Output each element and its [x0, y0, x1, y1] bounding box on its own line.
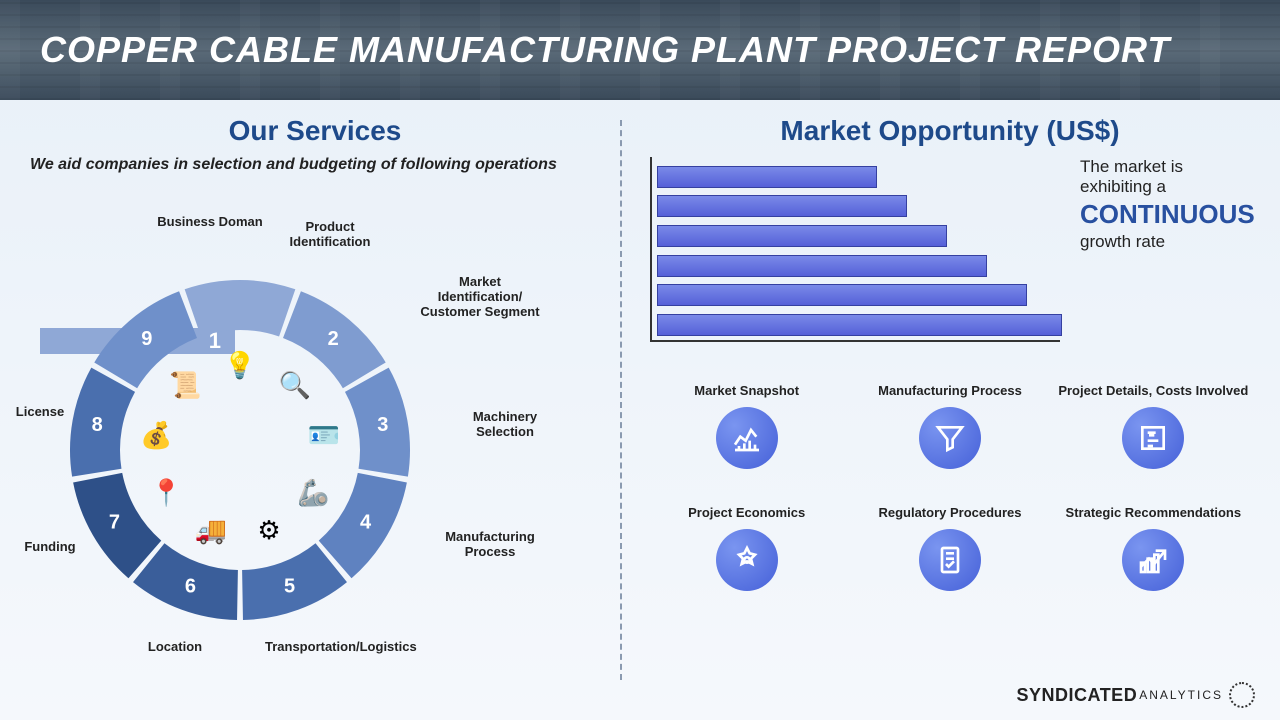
market-title: Market Opportunity (US$): [650, 115, 1250, 147]
market-barchart: The market is exhibiting a CONTINUOUS gr…: [650, 157, 1250, 342]
segment-label-3: Market Identification/ Customer Segment: [420, 275, 540, 320]
content-area: Our Services We aid companies in selecti…: [0, 100, 1280, 720]
wheel-center-icon-2: 🔍: [278, 368, 310, 400]
segment-number-2: 2: [328, 328, 339, 350]
wheel-segment-1: [185, 280, 296, 337]
market-bar-5: [657, 284, 1027, 306]
feature-label-5: Regulatory Procedures: [853, 489, 1046, 521]
logo-mark-icon: [1229, 682, 1255, 708]
page-title: COPPER CABLE MANUFACTURING PLANT PROJECT…: [40, 29, 1170, 71]
segment-number-4: 4: [360, 512, 372, 534]
wheel-center-icon-9: 📜: [169, 370, 201, 400]
wheel-center-icon-7: 📍: [150, 478, 182, 508]
feature-icon-1: [716, 407, 778, 469]
wheel-center-icon-8: 💰: [140, 420, 172, 451]
segment-label-8: Funding: [0, 540, 110, 555]
wheel-center-icon-6: 🚚: [195, 515, 227, 545]
feature-icon-3: [1122, 407, 1184, 469]
feature-item-3: Project Details, Costs Involved: [1057, 367, 1250, 469]
brand-logo: SYNDICATED ANALYTICS: [1017, 682, 1255, 708]
feature-label-3: Project Details, Costs Involved: [1057, 367, 1250, 399]
feature-label-1: Market Snapshot: [650, 367, 843, 399]
segment-number-6: 6: [185, 575, 196, 597]
wheel-center-icon-3: 🪪: [308, 420, 340, 450]
feature-item-6: Strategic Recommendations: [1057, 489, 1250, 591]
segment-label-9: License: [0, 405, 100, 420]
feature-icon-grid: Market Snapshot Manufacturing Process Proj…: [650, 367, 1250, 591]
segment-label-7: Location: [115, 640, 235, 655]
feature-icon-4: [716, 529, 778, 591]
services-wheel: 💡2🔍3🪪4🦾5⚙6🚚7📍8💰9📜: [60, 270, 420, 630]
feature-icon-6: [1122, 529, 1184, 591]
growth-post: growth rate: [1080, 232, 1165, 251]
market-bar-3: [657, 225, 947, 247]
segment-number-7: 7: [109, 512, 120, 534]
feature-item-5: Regulatory Procedures: [853, 489, 1046, 591]
wheel-center-icon-1: 💡: [224, 350, 256, 380]
segment-label-6: Transportation/Logistics: [265, 640, 385, 655]
segment-number-5: 5: [284, 575, 295, 597]
feature-icon-2: [919, 407, 981, 469]
market-bar-4: [657, 255, 987, 277]
feature-icon-5: [919, 529, 981, 591]
feature-label-6: Strategic Recommendations: [1057, 489, 1250, 521]
banner-header: COPPER CABLE MANUFACTURING PLANT PROJECT…: [0, 0, 1280, 100]
segment-number-9: 9: [141, 328, 152, 350]
segment-label-1: Business Doman: [150, 215, 270, 230]
market-bar-1: [657, 166, 877, 188]
wheel-center-icon-5: ⚙: [257, 515, 280, 545]
services-subtitle: We aid companies in selection and budget…: [30, 155, 600, 176]
segment-label-5: Manufacturing Process: [430, 530, 550, 560]
segment-number-3: 3: [377, 414, 388, 436]
services-title: Our Services: [30, 115, 600, 147]
segment-label-4: Machinery Selection: [445, 410, 565, 440]
market-bar-2: [657, 195, 907, 217]
growth-text: The market is exhibiting a CONTINUOUS gr…: [1080, 157, 1255, 252]
segment-label-2: Product Identification: [270, 220, 390, 250]
feature-label-2: Manufacturing Process: [853, 367, 1046, 399]
barchart-bars: [650, 157, 1060, 342]
logo-main: SYNDICATED: [1017, 685, 1138, 706]
market-bar-6: [657, 314, 1062, 336]
market-panel: Market Opportunity (US$) The market is e…: [620, 100, 1280, 720]
growth-pre: The market is exhibiting a: [1080, 157, 1183, 196]
feature-item-1: Market Snapshot: [650, 367, 843, 469]
feature-label-4: Project Economics: [650, 489, 843, 521]
feature-item-4: Project Economics: [650, 489, 843, 591]
feature-item-2: Manufacturing Process: [853, 367, 1046, 469]
growth-big: CONTINUOUS: [1080, 199, 1255, 230]
services-panel: Our Services We aid companies in selecti…: [0, 100, 620, 720]
logo-sub: ANALYTICS: [1139, 688, 1223, 702]
wheel-center-icon-4: 🦾: [297, 478, 329, 508]
